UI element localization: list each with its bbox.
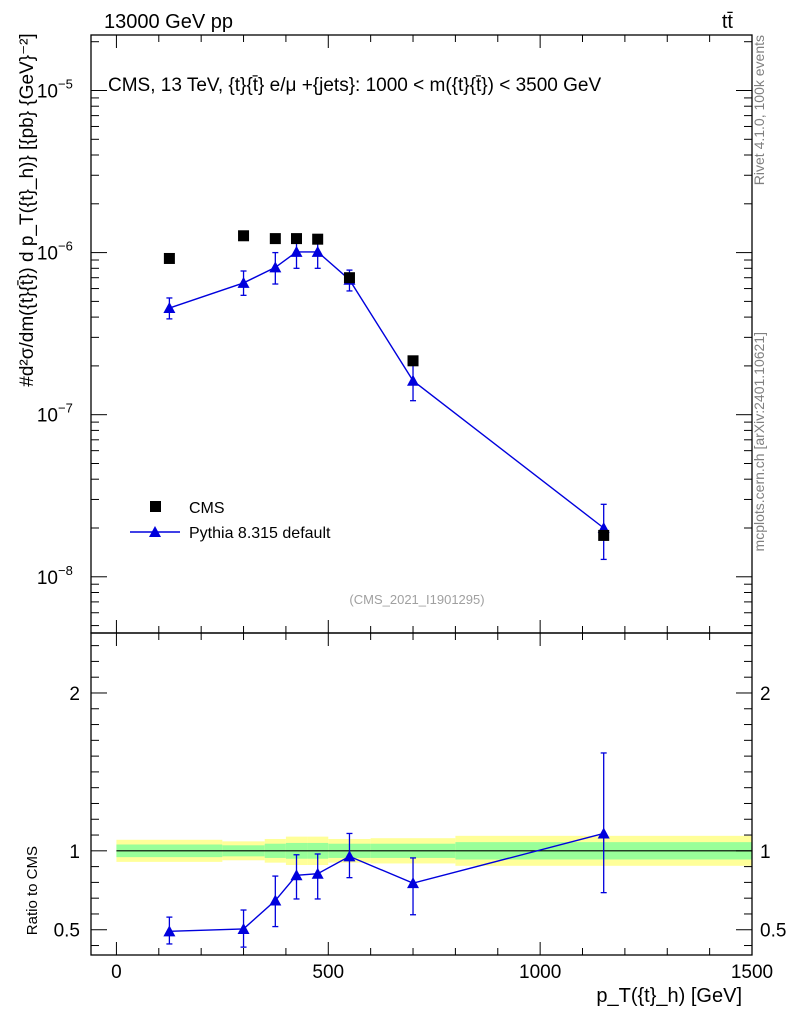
y-tick-label: 10 [37,568,58,589]
cms-point [238,230,250,242]
x-axis-label: p_T({t}_h) [GeV] [596,985,742,1007]
rivet-label: Rivet 4.1.0, 100k events [751,35,767,185]
legend-mc-marker [149,526,161,537]
cms-point [343,272,355,284]
legend-cms-label: CMS [189,500,225,517]
y-tick-label-exponent: −6 [58,239,73,254]
mc-point [163,302,176,314]
legend: CMS Pythia 8.315 default [130,500,331,542]
plot-title: CMS, 13 TeV, {t}{t̄} e/μ +{jets}: 1000 <… [108,75,601,96]
mc-point [269,261,282,273]
mcplots-label: mcplots.cern.ch [arXiv:2401.10621] [751,332,767,551]
analysis-id: (CMS_2021_I1901295) [349,592,484,607]
ratio-y-tick-label: 1 [69,842,80,863]
y-tick-label-exponent: −7 [58,401,73,416]
ratio-y-tick-label: 2 [69,684,80,705]
ratio-mc-point [290,869,303,881]
ratio-mc-point [163,925,176,937]
header-left: 13000 GeV pp [104,11,233,33]
x-tick-label: 500 [312,962,344,983]
mc-point [290,245,303,257]
header-right: tt̄ [722,11,734,33]
cms-point [312,233,324,245]
mc-series-line [169,251,605,529]
cms-point [291,233,303,245]
y-tick-label: 10 [37,406,58,427]
cms-point [598,529,610,541]
ratio-y-tick-label-right: 1 [760,842,771,863]
ratio-mc-line [169,832,604,933]
y-tick-label: 10 [37,244,58,265]
cms-point [163,252,175,264]
cms-point [407,355,419,367]
mc-point [311,245,324,257]
ratio-mc-point [311,867,324,879]
ratio-mc-point [343,850,356,862]
main-y-axis-label: #d²σ/dm({t}{t̄}) d p_T({t}_h)} [{pb} {Ge… [17,33,38,386]
legend-mc-label: Pythia 8.315 default [189,525,331,542]
main-panel: 10−810−710−610−5 CMS, 13 TeV, {t}{t̄} e/μ… [37,34,753,634]
y-tick-label-exponent: −5 [58,77,73,92]
x-tick-label: 1000 [519,962,561,983]
cms-point [269,233,281,245]
ratio-y-axis-label: Ratio to CMS [24,846,41,935]
y-tick-label-exponent: −8 [58,563,73,578]
ratio-mc-point [407,877,420,889]
ratio-panel: 0 500 1000 1500 0.5 0.5 1 1 2 2 [54,632,786,983]
mc-point [237,276,250,288]
main-frame [90,34,753,634]
y-tick-label: 10 [37,82,58,103]
legend-cms-marker [150,501,161,512]
x-tick-label: 1500 [731,962,773,983]
ratio-mc-point [269,894,282,906]
ratio-y-tick-label-right: 0.5 [760,921,786,942]
x-tick-label: 0 [111,962,122,983]
ratio-mc-point [237,922,250,934]
ratio-y-tick-label: 0.5 [54,921,80,942]
ratio-frame [90,632,753,956]
ratio-mc-point [597,827,610,839]
mc-point [407,374,420,386]
ratio-y-tick-label-right: 2 [760,684,771,705]
